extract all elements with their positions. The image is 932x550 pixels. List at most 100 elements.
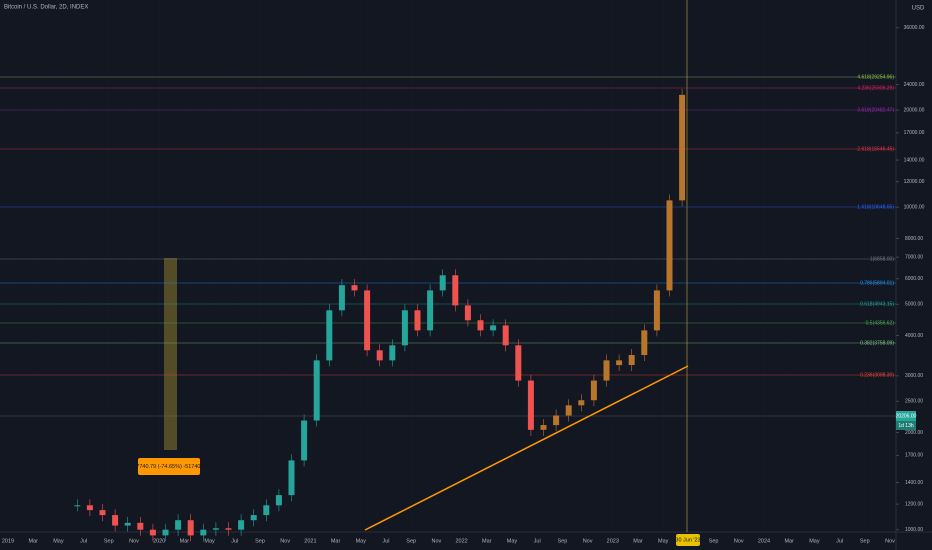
y-tick-label: 4000.00 — [905, 333, 923, 339]
x-tick-label: Nov — [129, 538, 139, 544]
x-tick-label: 2020 — [153, 538, 165, 544]
y-tick-label: 24000.00 — [904, 82, 925, 88]
price-tag: 20206.00 — [896, 413, 917, 419]
x-tick-label: Mar — [784, 538, 794, 544]
x-tick-label: Mar — [482, 538, 492, 544]
x-tick-label: Jul — [534, 538, 541, 544]
x-tick-label: Nov — [432, 538, 442, 544]
fib-label: 4.618(29254.96) — [857, 74, 894, 80]
x-tick-label: Mar — [28, 538, 38, 544]
fib-label: 0.382(3758.09) — [860, 340, 894, 346]
candle — [666, 200, 673, 291]
candle — [653, 290, 660, 331]
x-tick-label: Nov — [583, 538, 593, 544]
x-tick-label: May — [507, 538, 518, 544]
x-tick-label: 2023 — [607, 538, 619, 544]
y-tick-label: 17000.00 — [904, 130, 925, 136]
candle — [225, 528, 232, 530]
fib-label: 1(6858.00) — [870, 256, 895, 262]
x-tick-label: Sep — [860, 538, 870, 544]
candle — [99, 510, 106, 516]
y-tick-label: 8000.00 — [905, 236, 923, 242]
candle — [74, 505, 81, 507]
x-tick-label: Jul — [836, 538, 843, 544]
candle — [200, 529, 207, 536]
y-tick-label: 10000.00 — [904, 205, 925, 211]
y-tick-label: 1000.00 — [905, 527, 923, 533]
x-tick-label: Nov — [734, 538, 744, 544]
candle — [275, 495, 282, 506]
crosshair-label-box — [676, 534, 700, 546]
candle — [162, 529, 169, 536]
candle — [565, 405, 572, 416]
candle — [212, 528, 219, 530]
candle — [338, 285, 345, 311]
candle — [679, 94, 686, 201]
candle — [401, 310, 408, 346]
x-tick-label: Sep — [406, 538, 416, 544]
candle — [124, 522, 131, 526]
candle — [553, 415, 560, 426]
candle — [477, 320, 484, 331]
candle — [590, 380, 597, 401]
candle — [389, 345, 396, 361]
x-tick-label: May — [809, 538, 820, 544]
y-tick-label: 1700.00 — [905, 453, 923, 459]
x-tick-label: Mar — [633, 538, 643, 544]
fib-label: 0.236(3098.30) — [860, 372, 894, 378]
y-tick-label: 36000.00 — [904, 25, 925, 31]
candle — [137, 522, 144, 530]
candle — [616, 360, 623, 366]
candle — [578, 400, 585, 406]
y-tick-label: 3000.00 — [905, 373, 923, 379]
y-tick-label: 2500.00 — [905, 399, 923, 405]
price-tag-box — [896, 411, 916, 421]
x-tick-label: 2022 — [455, 538, 467, 544]
x-tick-label: Sep — [709, 538, 719, 544]
x-tick-label: Jul — [80, 538, 87, 544]
candle — [540, 425, 547, 430]
x-tick-label: Nov — [885, 538, 895, 544]
candle — [490, 325, 497, 331]
candle — [376, 350, 383, 361]
measure-label: -57740.79 (-74.65%) -5174079 — [131, 464, 206, 470]
x-tick-label: May — [204, 538, 215, 544]
y-tick-label: 12000.00 — [904, 179, 925, 185]
x-tick-label: May — [356, 538, 367, 544]
countdown-box — [896, 421, 916, 430]
candle — [301, 420, 308, 461]
candle — [603, 360, 610, 381]
y-tick-label: 1200.00 — [905, 501, 923, 507]
candle — [149, 529, 156, 536]
y-tick-label: 2000.00 — [905, 430, 923, 436]
fib-label: 2.618(15546.45) — [857, 146, 894, 152]
candle — [527, 380, 534, 430]
candle — [263, 505, 270, 516]
candle — [439, 275, 446, 291]
x-tick-label: Mar — [331, 538, 341, 544]
y-tick-label: 1400.00 — [905, 480, 923, 486]
x-tick-label: May — [53, 538, 64, 544]
x-tick-label: 2019 — [2, 538, 14, 544]
x-tick-label: 2024 — [758, 538, 770, 544]
trend-line — [364, 365, 689, 531]
candle — [452, 275, 459, 306]
measure-box — [164, 258, 177, 450]
candle — [641, 330, 648, 356]
fib-label: 0.5(4356.62) — [866, 320, 895, 326]
fib-label: 4.236(25906.29) — [857, 85, 894, 91]
candle — [427, 290, 434, 331]
x-tick-label: Mar — [180, 538, 190, 544]
candle — [86, 505, 93, 511]
x-tick-label: Sep — [255, 538, 265, 544]
candle — [628, 355, 635, 366]
fib-label: 0.786(5894.01) — [860, 280, 894, 286]
candle — [112, 515, 119, 526]
fib-label: 0.618(4943.15) — [860, 301, 894, 307]
x-tick-label: May — [658, 538, 669, 544]
candle — [515, 345, 522, 381]
candle — [326, 310, 333, 361]
candle — [464, 305, 471, 321]
measure-label-box — [138, 458, 200, 475]
